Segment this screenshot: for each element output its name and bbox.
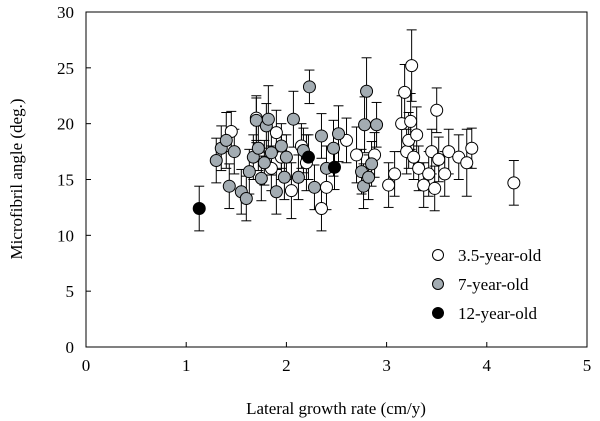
x-axis-label: Lateral growth rate (cm/y): [246, 399, 426, 418]
data-point-3-5-year-old: [438, 167, 452, 181]
data-point-7-year-old: [209, 154, 223, 168]
data-point-7-year-old: [219, 133, 233, 147]
data-point-7-year-old: [302, 80, 316, 94]
legend-item-7-year-old: 7-year-old: [432, 275, 529, 294]
data-point-3-5-year-old: [398, 85, 412, 99]
y-tick-label: 25: [57, 59, 74, 78]
x-tick-label: 0: [82, 356, 91, 375]
data-point-7-year-old: [257, 156, 271, 170]
data-point-7-year-old: [264, 146, 278, 160]
data-point-12-year-old: [192, 202, 206, 216]
legend-label-12-year-old: 12-year-old: [458, 304, 537, 323]
data-point-7-year-old: [332, 127, 346, 141]
data-point-3-5-year-old: [269, 126, 283, 140]
series-3-5-year-old: [224, 59, 521, 216]
x-tick-label: 2: [282, 356, 291, 375]
data-point-7-year-old: [242, 165, 256, 179]
data-point-3-5-year-old: [428, 181, 442, 195]
x-tick-label: 1: [182, 356, 191, 375]
data-point-3-5-year-old: [460, 156, 474, 170]
data-point-7-year-old: [251, 141, 265, 155]
y-tick-label: 30: [57, 3, 74, 22]
data-point-3-5-year-old: [314, 202, 328, 216]
y-tick-label: 20: [57, 115, 74, 134]
legend-marker-7-year-old: [432, 278, 444, 290]
data-point-7-year-old: [362, 170, 376, 184]
legend-marker-3-5-year-old: [432, 249, 444, 261]
x-tick-label: 4: [483, 356, 492, 375]
data-point-3-5-year-old: [404, 114, 418, 128]
data-point-3-5-year-old: [388, 167, 402, 181]
data-point-7-year-old: [269, 185, 283, 199]
data-point-3-5-year-old: [422, 167, 436, 181]
legend-item-12-year-old: 12-year-old: [432, 304, 537, 323]
x-tick-label: 3: [382, 356, 391, 375]
data-point-7-year-old: [370, 118, 384, 132]
y-axis-label: Microfibril angle (deg.): [7, 99, 26, 260]
legend-item-3-5-year-old: 3.5-year-old: [432, 246, 542, 265]
data-point-7-year-old: [314, 129, 328, 143]
data-point-3-5-year-old: [319, 180, 333, 194]
legend-label-7-year-old: 7-year-old: [458, 275, 529, 294]
data-point-7-year-old: [286, 112, 300, 126]
data-point-3-5-year-old: [465, 141, 479, 155]
data-point-7-year-old: [227, 145, 241, 159]
data-point-7-year-old: [307, 180, 321, 194]
y-tick-label: 0: [66, 338, 75, 357]
data-points: [192, 59, 521, 216]
data-point-7-year-old: [279, 150, 293, 164]
legend-label-3-5-year-old: 3.5-year-old: [458, 246, 542, 265]
series-12-year-old: [192, 150, 341, 216]
data-point-3-5-year-old: [430, 103, 444, 117]
y-tick-label: 10: [57, 226, 74, 245]
data-point-3-5-year-old: [410, 128, 424, 142]
data-point-3-5-year-old: [417, 178, 431, 192]
data-point-7-year-old: [360, 84, 374, 98]
data-point-3-5-year-old: [382, 178, 396, 192]
data-point-3-5-year-old: [442, 145, 456, 159]
data-point-7-year-old: [358, 118, 372, 132]
x-tick-label: 5: [583, 356, 592, 375]
y-tick-label: 15: [57, 171, 74, 190]
data-point-7-year-old: [239, 191, 253, 205]
data-point-3-5-year-old: [432, 152, 446, 166]
y-tick-label: 5: [66, 282, 75, 301]
data-point-7-year-old: [261, 112, 275, 126]
series-7-year-old: [209, 80, 384, 205]
data-point-3-5-year-old: [405, 59, 419, 73]
data-point-12-year-old: [327, 160, 341, 174]
data-point-3-5-year-old: [412, 161, 426, 175]
axis-ticks: 0 1 2 3 4 5 0 5 10 15 20 25 30: [57, 3, 591, 375]
data-point-7-year-old: [277, 170, 291, 184]
data-point-3-5-year-old: [284, 184, 298, 198]
data-point-7-year-old: [291, 170, 305, 184]
data-point-3-5-year-old: [407, 150, 421, 164]
data-point-7-year-old: [326, 141, 340, 155]
data-point-3-5-year-old: [507, 176, 521, 190]
data-point-7-year-old: [274, 139, 288, 153]
data-point-3-5-year-old: [350, 148, 364, 162]
data-point-7-year-old: [222, 179, 236, 193]
legend-marker-12-year-old: [432, 307, 444, 319]
data-point-7-year-old: [365, 157, 379, 171]
data-point-12-year-old: [301, 150, 315, 164]
legend: 3.5-year-old 7-year-old 12-year-old: [432, 246, 542, 323]
data-point-7-year-old: [254, 171, 268, 185]
